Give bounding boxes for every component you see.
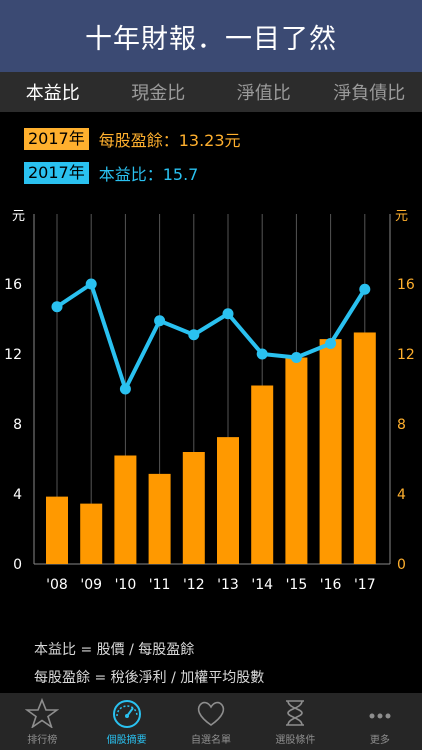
eps-bar: [217, 437, 239, 564]
y-tick-left: 4: [13, 487, 22, 503]
x-tick-label: '10: [115, 577, 137, 593]
eps-bar: [285, 357, 308, 564]
gauge-icon: [112, 700, 141, 728]
y-tick-right: 4: [397, 487, 406, 503]
y-unit-right: 元: [395, 209, 408, 224]
nav-ranking-label: 排行榜: [27, 735, 58, 746]
pe-point: [325, 338, 337, 349]
nav-more-label: 更多: [369, 735, 390, 746]
nav-ranking[interactable]: 排行榜: [0, 693, 84, 750]
y-tick-right: 0: [397, 557, 406, 573]
eps-bar: [46, 496, 68, 564]
tab-net-debt-ratio[interactable]: 淨負債比: [333, 83, 406, 104]
nav-stock-screener-label: 選股條件: [275, 735, 316, 746]
y-tick-left: 16: [4, 277, 22, 293]
eps-bar: [319, 339, 342, 564]
pe-line: [55, 282, 367, 391]
y-tick-right: 8: [397, 417, 406, 433]
pe-point: [51, 301, 63, 313]
eps-bar: [251, 385, 274, 564]
pe-point: [222, 308, 234, 320]
eps-bar: [182, 452, 205, 564]
pe-point: [256, 348, 268, 360]
x-tick-label: '16: [320, 577, 342, 593]
y-tick-right: 12: [397, 347, 415, 363]
eps-bar: [148, 473, 171, 564]
pe-point: [119, 383, 131, 395]
tab-pe-ratio[interactable]: 本益比: [25, 83, 80, 104]
star-icon: [25, 698, 60, 728]
y-tick-left: 8: [13, 417, 22, 433]
x-tick-label: '14: [251, 577, 273, 593]
y-tick-left: 12: [4, 347, 22, 363]
eps-bar: [114, 455, 137, 564]
legend-pe-year: 2017年: [24, 162, 89, 184]
pe-point: [188, 329, 200, 341]
tab-cash-ratio[interactable]: 現金比: [131, 83, 186, 104]
nav-stock-summary-label: 個股摘要: [106, 735, 147, 746]
y-unit-left: 元: [12, 209, 25, 224]
formula-eps: 每股盈餘 = 稅後淨利 / 加權平均股數: [34, 670, 265, 686]
eps-pe-chart: 元 元 0 0 4 4 8 8 12 12 16 16 '08 '09 '10 '11 '12 '13 '14 '15…: [4, 209, 415, 593]
y-tick-right: 16: [397, 277, 415, 293]
legend-pe-text: 本益比：15.7: [98, 165, 199, 184]
x-tick-label: '17: [354, 577, 376, 593]
nav-watchlist[interactable]: 自選名單: [169, 693, 253, 750]
hourglass-icon: [286, 700, 305, 726]
eps-bar: [80, 503, 103, 564]
nav-stock-summary[interactable]: 個股摘要: [84, 693, 168, 750]
page-title: 十年財報．一目了然: [85, 23, 337, 55]
pe-point: [359, 283, 371, 295]
nav-watchlist-label: 自選名單: [191, 735, 232, 746]
legend-pe: 2017年 本益比：15.7: [24, 161, 198, 185]
x-tick-label: '13: [217, 577, 239, 593]
x-tick-label: '11: [149, 577, 171, 593]
pe-point: [290, 352, 302, 363]
more-icon: [369, 713, 391, 719]
x-tick-label: '12: [183, 577, 205, 593]
x-tick-label: '15: [286, 577, 308, 593]
tab-pb-ratio[interactable]: 淨值比: [236, 83, 291, 104]
x-tick-label: '09: [80, 577, 102, 593]
eps-bar: [353, 332, 376, 564]
nav-stock-screener[interactable]: 選股條件: [253, 693, 337, 750]
pe-point: [154, 315, 166, 327]
heart-icon: [197, 701, 225, 726]
pe-point: [85, 278, 97, 290]
formula-pe: 本益比 = 股價 / 每股盈餘: [34, 642, 195, 658]
tab-bar: 本益比 現金比 淨值比 淨負債比: [0, 72, 422, 112]
legend-eps-text: 每股盈餘：13.23元: [98, 131, 241, 150]
nav-more[interactable]: 更多: [338, 693, 422, 750]
legend-eps: 2017年 每股盈餘：13.23元: [24, 127, 241, 151]
bottom-nav: 排行榜 個股摘要 自選名單 選股條件 更多: [0, 693, 422, 750]
legend-eps-year: 2017年: [24, 128, 89, 150]
x-tick-label: '08: [46, 577, 68, 593]
y-tick-left: 0: [13, 557, 22, 573]
app-header: 十年財報．一目了然: [0, 0, 422, 72]
